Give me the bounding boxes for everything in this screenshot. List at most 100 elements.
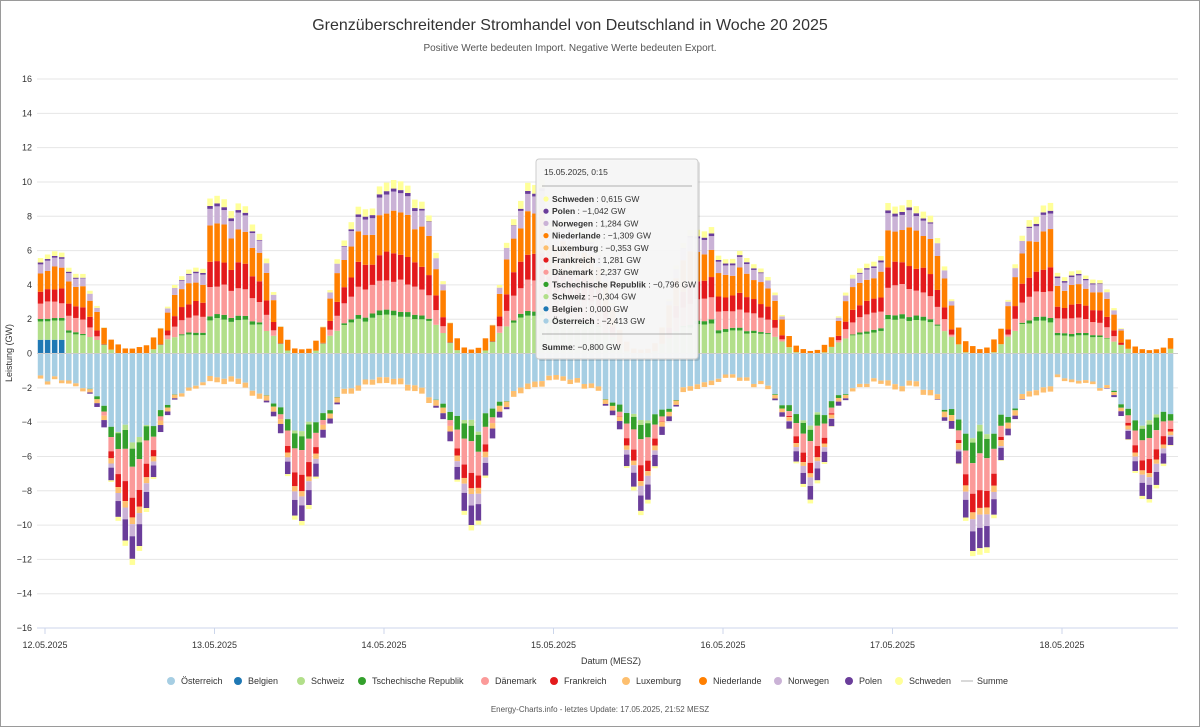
- bar-dänemark[interactable]: [631, 429, 637, 450]
- bar-österreich[interactable]: [518, 353, 524, 388]
- bar-polen[interactable]: [899, 211, 905, 215]
- bar-niederlande[interactable]: [334, 273, 340, 302]
- bar-polen[interactable]: [136, 524, 143, 547]
- bar-schweden[interactable]: [1111, 308, 1117, 311]
- bar-norwegen[interactable]: [1104, 292, 1110, 299]
- bar-schweiz[interactable]: [1026, 323, 1033, 354]
- bar-schweiz[interactable]: [977, 424, 983, 432]
- bar-frankreich[interactable]: [525, 254, 531, 280]
- bar-frankreich[interactable]: [708, 277, 715, 298]
- bar-österreich[interactable]: [320, 353, 326, 414]
- bar-schweden[interactable]: [821, 462, 828, 464]
- bar-schweden[interactable]: [433, 252, 439, 259]
- bar-luxemburg[interactable]: [299, 491, 305, 497]
- bar-österreich[interactable]: [242, 353, 249, 383]
- bar-norwegen[interactable]: [1083, 280, 1089, 289]
- bar-schweiz[interactable]: [1153, 414, 1160, 418]
- bar-norwegen[interactable]: [744, 264, 750, 274]
- bar-norwegen[interactable]: [1132, 456, 1138, 462]
- bar-norwegen[interactable]: [998, 446, 1004, 448]
- bar-luxemburg[interactable]: [193, 385, 199, 389]
- bar-niederlande[interactable]: [1118, 330, 1124, 343]
- bar-luxemburg[interactable]: [793, 443, 799, 448]
- bar-luxemburg[interactable]: [503, 401, 510, 408]
- bar-österreich[interactable]: [758, 353, 764, 381]
- bar-schweden[interactable]: [171, 285, 178, 288]
- bar-polen[interactable]: [984, 526, 990, 548]
- bar-polen[interactable]: [1026, 226, 1033, 228]
- bar-schweden[interactable]: [984, 547, 990, 553]
- bar-dänemark[interactable]: [80, 319, 86, 334]
- bar-österreich[interactable]: [426, 353, 432, 398]
- bar-frankreich[interactable]: [200, 302, 206, 317]
- bar-frankreich[interactable]: [751, 299, 757, 314]
- bar-tschechische-republik[interactable]: [857, 332, 863, 335]
- bar-luxemburg[interactable]: [786, 417, 792, 421]
- bar-luxemburg[interactable]: [581, 384, 588, 389]
- bar-niederlande[interactable]: [221, 224, 227, 263]
- bar-polen[interactable]: [256, 240, 263, 241]
- bar-dänemark[interactable]: [390, 281, 397, 311]
- bar-tschechische-republik[interactable]: [970, 442, 976, 464]
- bar-luxemburg[interactable]: [249, 390, 256, 396]
- legend-item-niederlande[interactable]: Niederlande: [699, 676, 762, 686]
- bar-niederlande[interactable]: [179, 289, 185, 308]
- bar-dänemark[interactable]: [638, 439, 644, 466]
- bar-niederlande[interactable]: [729, 275, 736, 296]
- bar-norwegen[interactable]: [73, 278, 79, 287]
- bar-luxemburg[interactable]: [666, 411, 672, 417]
- bar-luxemburg[interactable]: [405, 384, 411, 391]
- bar-schweden[interactable]: [1139, 495, 1146, 499]
- bar-norwegen[interactable]: [51, 257, 58, 267]
- bar-schweden[interactable]: [362, 209, 369, 217]
- bar-tschechische-republik[interactable]: [412, 314, 418, 320]
- bar-tschechische-republik[interactable]: [729, 327, 736, 331]
- bar-polen[interactable]: [327, 418, 333, 424]
- bar-polen[interactable]: [51, 255, 58, 258]
- bar-frankreich[interactable]: [1097, 310, 1103, 323]
- bar-österreich[interactable]: [835, 353, 842, 396]
- bar-norwegen[interactable]: [489, 325, 496, 326]
- bar-polen[interactable]: [94, 403, 100, 407]
- bar-schweden[interactable]: [871, 261, 877, 267]
- bar-dänemark[interactable]: [729, 311, 736, 328]
- bar-frankreich[interactable]: [772, 320, 778, 328]
- bar-luxemburg[interactable]: [984, 507, 990, 515]
- bar-dänemark[interactable]: [66, 315, 72, 331]
- bar-österreich[interactable]: [941, 353, 948, 410]
- bar-tschechische-republik[interactable]: [1026, 320, 1033, 324]
- bar-norwegen[interactable]: [334, 263, 340, 274]
- bar-luxemburg[interactable]: [157, 420, 164, 426]
- bar-luxemburg[interactable]: [546, 375, 552, 381]
- bar-schweden[interactable]: [193, 267, 199, 272]
- bar-niederlande[interactable]: [991, 339, 997, 353]
- bar-frankreich[interactable]: [722, 297, 729, 312]
- bar-niederlande[interactable]: [962, 341, 969, 353]
- bar-polen[interactable]: [1097, 283, 1103, 285]
- bar-tschechische-republik[interactable]: [772, 394, 778, 395]
- bar-tschechische-republik[interactable]: [666, 408, 672, 412]
- bar-frankreich[interactable]: [277, 343, 284, 344]
- bar-schweiz[interactable]: [786, 347, 792, 354]
- bar-dänemark[interactable]: [645, 437, 651, 461]
- bar-polen[interactable]: [1104, 388, 1110, 389]
- bar-schweden[interactable]: [828, 426, 835, 427]
- bar-luxemburg[interactable]: [736, 377, 743, 381]
- bar-schweiz[interactable]: [948, 336, 955, 354]
- bar-schweiz[interactable]: [383, 314, 390, 354]
- bar-österreich[interactable]: [1146, 353, 1153, 421]
- bar-tschechische-republik[interactable]: [327, 410, 333, 414]
- bar-tschechische-republik[interactable]: [518, 313, 524, 318]
- bar-polen[interactable]: [751, 268, 757, 270]
- bar-schweiz[interactable]: [885, 319, 891, 354]
- bar-niederlande[interactable]: [857, 282, 863, 306]
- bar-tschechische-republik[interactable]: [235, 315, 242, 321]
- bar-niederlande[interactable]: [313, 340, 319, 351]
- bar-österreich[interactable]: [200, 353, 206, 383]
- bar-belgien[interactable]: [37, 339, 44, 354]
- bar-niederlande[interactable]: [758, 282, 764, 305]
- bar-dänemark[interactable]: [758, 317, 764, 333]
- bar-polen[interactable]: [991, 499, 997, 515]
- bar-dänemark[interactable]: [659, 416, 665, 422]
- bar-österreich[interactable]: [510, 353, 517, 392]
